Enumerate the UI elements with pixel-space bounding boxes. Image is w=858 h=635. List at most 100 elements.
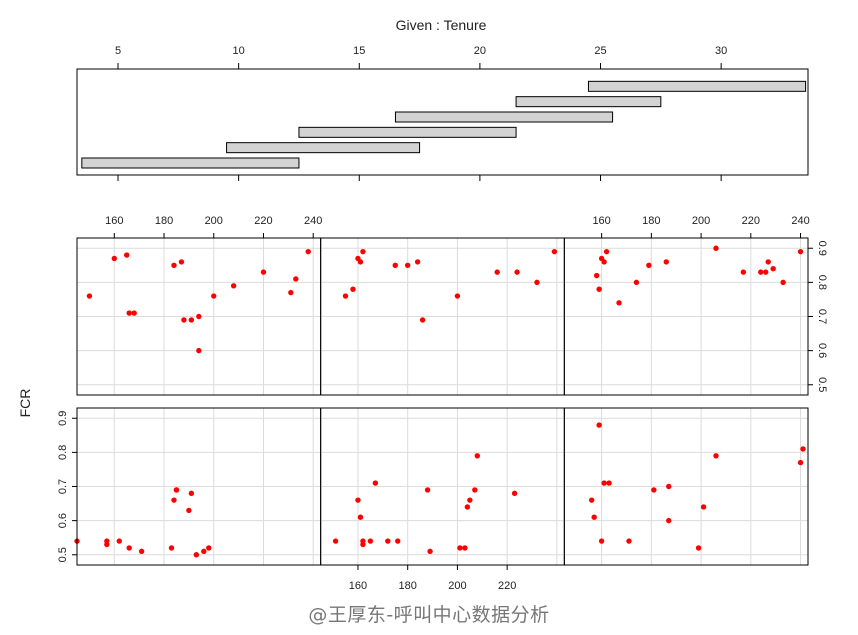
data-point bbox=[126, 310, 132, 316]
data-point bbox=[800, 446, 806, 452]
data-point bbox=[713, 245, 719, 251]
data-point bbox=[178, 259, 185, 265]
y-tick-label: 0.9 bbox=[57, 411, 69, 426]
y-tick-label: 0.5 bbox=[816, 377, 828, 392]
y-tick-label: 0.7 bbox=[816, 309, 828, 324]
given-interval-bar bbox=[226, 142, 421, 154]
data-point bbox=[551, 248, 558, 255]
data-point bbox=[511, 490, 518, 497]
given-tick-label: 20 bbox=[474, 45, 486, 57]
data-point bbox=[173, 487, 180, 493]
x-tick-label: 240 bbox=[304, 215, 322, 227]
data-point bbox=[780, 279, 786, 286]
data-point bbox=[797, 248, 804, 255]
data-point bbox=[260, 269, 267, 275]
data-point bbox=[626, 538, 632, 544]
data-point bbox=[616, 300, 622, 306]
data-point bbox=[663, 259, 669, 265]
x-tick-label: 200 bbox=[448, 580, 466, 592]
x-tick-label: 220 bbox=[254, 215, 272, 227]
y-axis-label: FCR bbox=[17, 389, 33, 418]
data-point bbox=[514, 269, 520, 275]
data-point bbox=[695, 545, 702, 551]
given-tick-label: 25 bbox=[594, 45, 606, 57]
data-point bbox=[758, 269, 764, 275]
data-point bbox=[357, 514, 364, 520]
given-interval-bar bbox=[587, 80, 807, 92]
data-point bbox=[651, 487, 657, 493]
scatter-panels: 0.5 0.6 0.7 0.8 0.9 160 180 200 220 160 180 200 220 2… bbox=[57, 215, 828, 592]
data-point bbox=[288, 289, 294, 296]
given-interval-bar bbox=[81, 157, 300, 169]
given-tick-label: 30 bbox=[715, 45, 727, 57]
data-point bbox=[342, 293, 349, 299]
data-point bbox=[188, 490, 195, 497]
data-point bbox=[763, 269, 769, 275]
given-interval-bar bbox=[515, 96, 662, 108]
data-point bbox=[126, 545, 132, 551]
scatter-panel-5 bbox=[320, 237, 565, 396]
data-point bbox=[392, 262, 398, 269]
data-point bbox=[534, 279, 540, 286]
data-point bbox=[603, 248, 610, 255]
data-point bbox=[740, 269, 747, 275]
data-point bbox=[357, 259, 364, 265]
data-point bbox=[414, 259, 421, 265]
data-point bbox=[646, 262, 652, 269]
data-point bbox=[186, 507, 192, 514]
data-point bbox=[124, 252, 130, 258]
y-tick-label: 0.8 bbox=[816, 275, 828, 290]
data-point bbox=[385, 538, 391, 544]
y-tick-label: 0.6 bbox=[57, 513, 69, 528]
scatter-panel-3 bbox=[563, 407, 809, 566]
data-point bbox=[419, 317, 426, 323]
data-point bbox=[700, 504, 707, 510]
scatter-panel-4: 160 180 200 220 240 bbox=[76, 215, 322, 396]
data-point bbox=[666, 483, 672, 490]
data-point bbox=[171, 262, 177, 269]
data-point bbox=[196, 347, 202, 354]
x-tick-label: 180 bbox=[399, 580, 417, 592]
data-point bbox=[467, 497, 473, 503]
data-point bbox=[372, 480, 379, 486]
data-point bbox=[230, 283, 237, 289]
data-point bbox=[462, 545, 468, 551]
data-point bbox=[713, 453, 719, 459]
data-point bbox=[588, 497, 595, 503]
data-point bbox=[770, 266, 776, 272]
data-point bbox=[601, 480, 607, 486]
data-point bbox=[355, 497, 361, 503]
data-point bbox=[168, 545, 175, 551]
given-tick-label: 5 bbox=[115, 45, 121, 57]
given-interval-bar bbox=[298, 126, 517, 138]
y-tick-label: 0.9 bbox=[816, 241, 828, 256]
scatter-panel-6: 160 180 200 220 240 0.5 0.6 0.7 0.8 0.9 bbox=[563, 215, 828, 396]
data-point bbox=[797, 459, 804, 466]
x-tick-label: 220 bbox=[742, 215, 760, 227]
data-point bbox=[293, 276, 299, 282]
scatter-panel-1: 0.5 0.6 0.7 0.8 0.9 bbox=[57, 407, 322, 566]
x-tick-label: 200 bbox=[692, 215, 710, 227]
y-tick-label: 0.5 bbox=[57, 547, 69, 562]
data-point bbox=[193, 552, 200, 558]
data-point bbox=[598, 538, 605, 544]
data-point bbox=[666, 517, 672, 524]
given-tick-label: 15 bbox=[353, 45, 365, 57]
x-tick-label: 240 bbox=[791, 215, 809, 227]
y-tick-label: 0.6 bbox=[816, 343, 828, 358]
x-tick-label: 160 bbox=[592, 215, 610, 227]
data-point bbox=[206, 545, 212, 551]
data-point bbox=[116, 538, 122, 544]
data-point bbox=[104, 541, 110, 548]
data-point bbox=[138, 548, 145, 555]
x-tick-label: 200 bbox=[205, 215, 223, 227]
data-point bbox=[350, 286, 356, 292]
data-point bbox=[201, 548, 207, 555]
x-tick-label: 160 bbox=[105, 215, 123, 227]
data-point bbox=[474, 453, 481, 459]
y-tick-label: 0.7 bbox=[57, 479, 69, 494]
given-panel-frame bbox=[76, 68, 809, 176]
given-panel: 5 10 15 20 25 30 bbox=[76, 45, 809, 181]
data-point bbox=[211, 293, 217, 299]
data-point bbox=[601, 259, 607, 265]
